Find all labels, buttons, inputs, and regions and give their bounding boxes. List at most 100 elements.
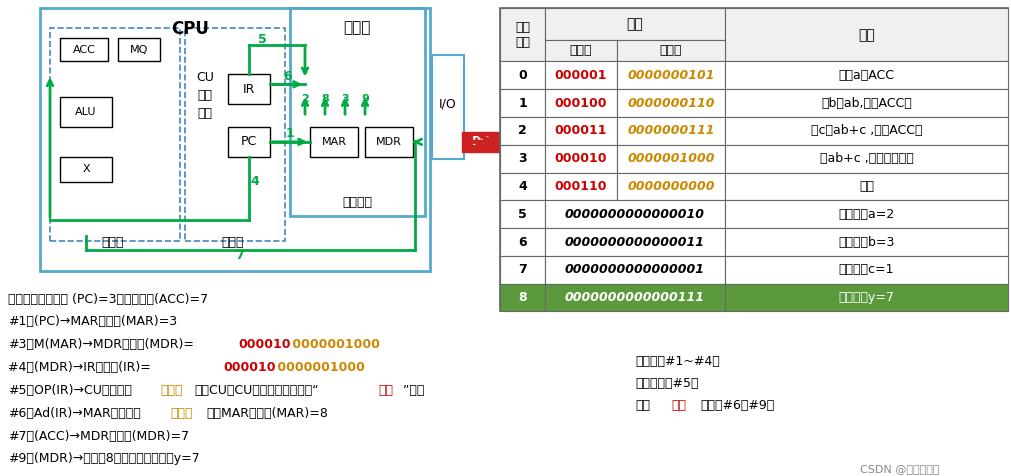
- Text: 1: 1: [286, 128, 294, 140]
- Text: 存数: 存数: [378, 384, 393, 397]
- Bar: [617, 89, 725, 117]
- Text: 操作码: 操作码: [570, 44, 592, 57]
- Text: 0000000101: 0000000101: [627, 69, 715, 82]
- Bar: [500, 145, 545, 173]
- Text: 0000000000000010: 0000000000000010: [565, 208, 705, 221]
- Text: #1：(PC)→MAR，导致(MAR)=3: #1：(PC)→MAR，导致(MAR)=3: [8, 316, 177, 328]
- Text: 存数: 存数: [671, 399, 686, 412]
- Text: 取数a至ACC: 取数a至ACC: [838, 69, 895, 82]
- Bar: [725, 284, 1008, 311]
- Text: 主存储器: 主存储器: [342, 197, 372, 209]
- Bar: [228, 127, 270, 157]
- Text: 1: 1: [518, 97, 527, 109]
- Text: 8: 8: [519, 291, 527, 304]
- Bar: [617, 40, 725, 61]
- Bar: [545, 89, 617, 117]
- Bar: [500, 8, 1008, 311]
- Text: 9: 9: [361, 94, 369, 104]
- Bar: [617, 61, 725, 89]
- Text: #6：Ad(IR)→MAR，指令的: #6：Ad(IR)→MAR，指令的: [8, 407, 141, 420]
- Text: 0000000000000001: 0000000000000001: [565, 263, 705, 276]
- Text: 000010: 000010: [223, 361, 276, 374]
- Text: 3: 3: [519, 152, 527, 165]
- Bar: [617, 173, 725, 200]
- Bar: [500, 117, 545, 145]
- Text: ”指令: ”指令: [403, 384, 425, 397]
- Text: #7：(ACC)→MDR，导致(MDR)=7: #7：(ACC)→MDR，导致(MDR)=7: [8, 429, 189, 443]
- Text: PC: PC: [472, 135, 490, 149]
- Bar: [725, 117, 1008, 145]
- Text: 指令（#6～#9）: 指令（#6～#9）: [700, 399, 774, 412]
- Text: 操作码: 操作码: [160, 384, 183, 397]
- Bar: [228, 74, 270, 104]
- Bar: [545, 256, 725, 284]
- Bar: [500, 61, 545, 89]
- Bar: [365, 127, 413, 157]
- Bar: [545, 173, 617, 200]
- Bar: [500, 284, 545, 311]
- Text: PC: PC: [241, 135, 257, 149]
- Bar: [40, 8, 430, 271]
- Text: CU: CU: [196, 71, 214, 84]
- Text: 加c得ab+c ,存于ACC中: 加c得ab+c ,存于ACC中: [811, 124, 922, 138]
- Text: 0000001000: 0000001000: [273, 361, 365, 374]
- Bar: [617, 145, 725, 173]
- Text: 最终结果y=7: 最终结果y=7: [838, 291, 895, 304]
- Text: 取指令（#1~#4）: 取指令（#1~#4）: [635, 355, 720, 368]
- Text: 送到MAR，导致(MAR)=8: 送到MAR，导致(MAR)=8: [206, 407, 328, 420]
- Text: 单元: 单元: [197, 107, 212, 119]
- Text: 4: 4: [518, 180, 527, 193]
- Text: 0: 0: [518, 69, 527, 82]
- Text: 0000001000: 0000001000: [627, 152, 715, 165]
- Text: 存储体: 存储体: [344, 20, 371, 35]
- Text: 乘b得ab,存于ACC中: 乘b得ab,存于ACC中: [821, 97, 912, 109]
- Text: MDR: MDR: [376, 137, 402, 147]
- Text: #3：M(MAR)→MDR，导致(MDR)=: #3：M(MAR)→MDR，导致(MDR)=: [8, 338, 194, 351]
- Text: 控制: 控制: [197, 89, 212, 102]
- Bar: [500, 89, 545, 117]
- Text: 将ab+c ,存于主存单元: 将ab+c ,存于主存单元: [820, 152, 913, 165]
- Text: 0000000110: 0000000110: [627, 97, 715, 109]
- Bar: [310, 127, 358, 157]
- Bar: [432, 55, 464, 159]
- Bar: [725, 256, 1008, 284]
- Text: 000110: 000110: [555, 180, 608, 193]
- Bar: [500, 256, 545, 284]
- Text: 5: 5: [258, 33, 266, 46]
- Bar: [545, 40, 617, 61]
- Bar: [500, 200, 545, 228]
- Bar: [500, 8, 545, 61]
- Text: 分析指令（#5）: 分析指令（#5）: [635, 377, 699, 390]
- Bar: [545, 200, 725, 228]
- Text: 原始数据c=1: 原始数据c=1: [839, 263, 895, 276]
- Bar: [50, 28, 180, 241]
- Bar: [118, 38, 160, 61]
- Text: 5: 5: [518, 208, 527, 221]
- Text: 000011: 000011: [555, 124, 608, 138]
- Bar: [60, 97, 112, 127]
- Text: 6: 6: [519, 236, 527, 248]
- Text: 3: 3: [341, 94, 349, 104]
- Bar: [462, 132, 500, 152]
- Text: MQ: MQ: [129, 45, 149, 55]
- Text: 地址码: 地址码: [170, 407, 192, 420]
- Bar: [725, 173, 1008, 200]
- Text: 0000000000000111: 0000000000000111: [565, 291, 705, 304]
- Text: 送到CU，CU分析后得知，这是“: 送到CU，CU分析后得知，这是“: [194, 384, 318, 397]
- Bar: [185, 28, 285, 241]
- Text: 0000001000: 0000001000: [288, 338, 380, 351]
- Bar: [725, 61, 1008, 89]
- Bar: [617, 117, 725, 145]
- Text: 0000000111: 0000000111: [627, 124, 715, 138]
- Bar: [725, 228, 1008, 256]
- Text: IR: IR: [243, 83, 255, 96]
- Text: 原始数据b=3: 原始数据b=3: [838, 236, 895, 248]
- Bar: [545, 145, 617, 173]
- Text: 4: 4: [251, 175, 260, 188]
- Bar: [725, 200, 1008, 228]
- Bar: [60, 157, 112, 181]
- Bar: [500, 228, 545, 256]
- Bar: [545, 117, 617, 145]
- Text: 0000000000: 0000000000: [627, 180, 715, 193]
- Text: 地址码: 地址码: [660, 44, 682, 57]
